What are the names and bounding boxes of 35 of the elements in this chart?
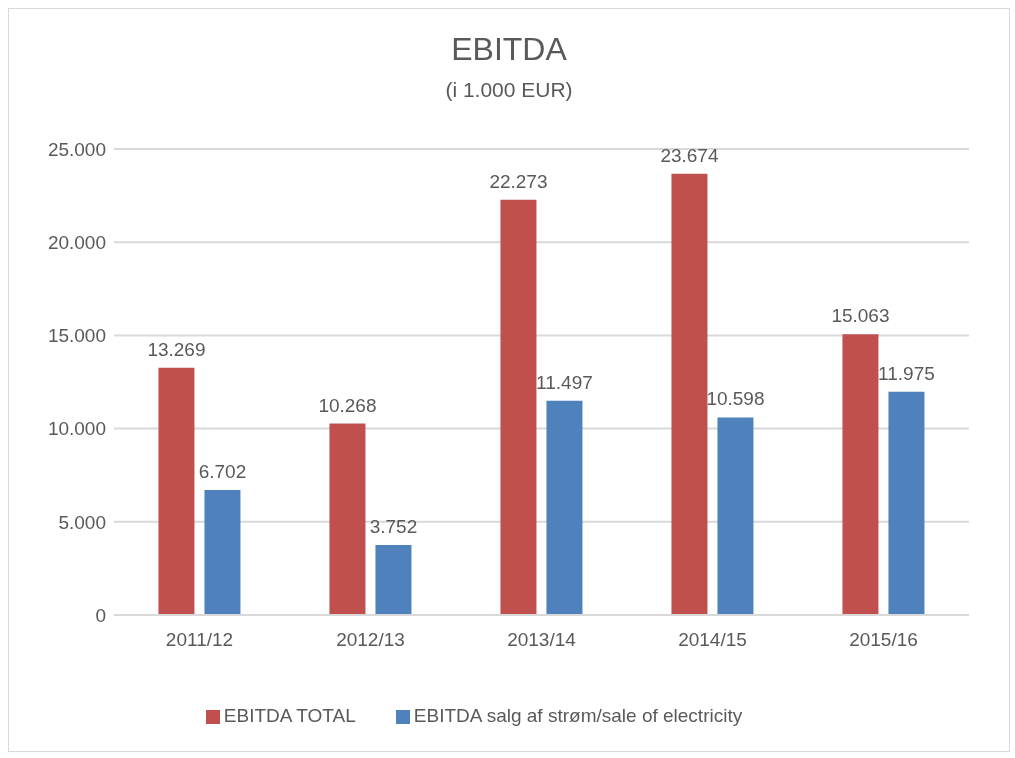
x-tick-label: 2013/14 [507, 629, 577, 651]
y-tick-label: 15.000 [47, 325, 106, 347]
y-tick-label: 5.000 [58, 511, 106, 533]
y-tick-label: 0 [95, 604, 106, 626]
x-tick-label: 2015/16 [849, 629, 918, 651]
bar [717, 417, 754, 615]
bar [500, 199, 537, 615]
data-label: 6.702 [198, 461, 247, 483]
bar [888, 391, 925, 615]
y-tick-label: 20.000 [47, 231, 106, 253]
data-label: 13.269 [147, 338, 206, 360]
chart-subtitle: (i 1.000 EUR) [444, 78, 574, 102]
bar [329, 423, 366, 615]
data-label: 10.598 [706, 388, 765, 410]
bar [671, 173, 708, 615]
y-tick-label: 10.000 [47, 418, 106, 440]
data-label: 11.497 [536, 371, 593, 393]
legend-label: EBITDA salg af strøm/sale of electricity [413, 705, 743, 726]
bar [842, 334, 879, 615]
chart-title: EBITDA [450, 31, 568, 68]
data-label: 23.674 [660, 144, 719, 166]
data-label: 11.975 [878, 362, 935, 384]
legend-label: EBITDA TOTAL [223, 705, 356, 726]
data-label: 22.273 [489, 170, 548, 192]
data-label: 3.752 [369, 516, 418, 538]
data-label: 10.268 [318, 394, 377, 416]
x-tick-label: 2014/15 [678, 629, 747, 651]
x-tick-label: 2011/12 [165, 629, 234, 651]
data-label: 15.063 [831, 305, 890, 327]
x-tick-label: 2012/13 [336, 629, 405, 651]
bar [375, 545, 412, 615]
bar [158, 367, 195, 615]
y-tick-label: 25.000 [47, 138, 106, 160]
bar [204, 490, 241, 615]
bar [546, 400, 583, 615]
